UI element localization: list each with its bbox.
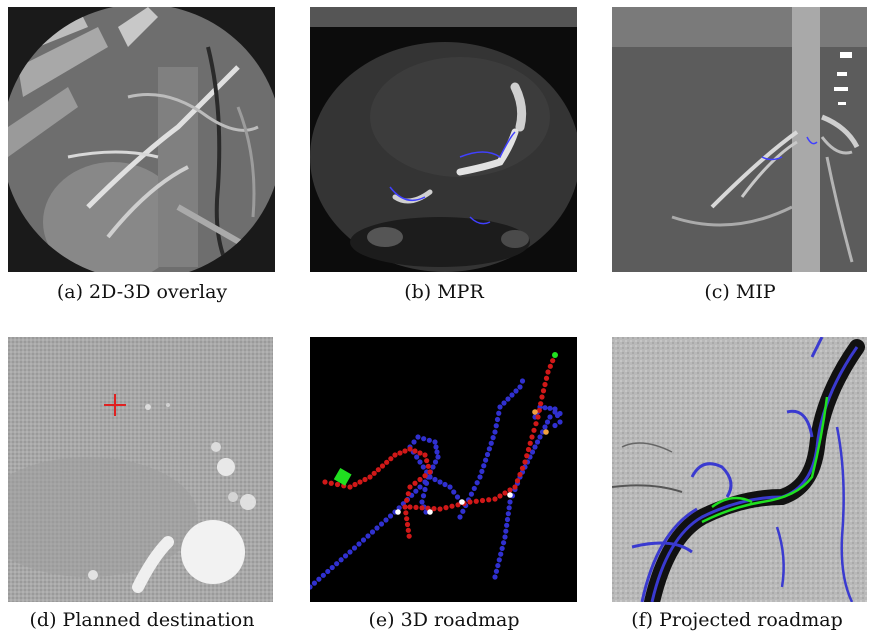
caption-panel-d: (d) Planned destination (29, 609, 255, 631)
panel-f-projected-roadmap-image (612, 337, 867, 602)
panel-d-planned-destination-image (8, 337, 273, 602)
caption-panel-c: (c) MIP (704, 281, 776, 303)
caption-panel-f: (f) Projected roadmap (631, 609, 843, 631)
caption-panel-a: (a) 2D-3D overlay (56, 281, 228, 303)
target-crosshair-icon (104, 394, 126, 416)
panel-a-2d3d-overlay-image (8, 7, 275, 272)
caption-panel-e: (e) 3D roadmap (368, 609, 520, 631)
panel-b-mpr-image (310, 7, 577, 272)
panel-c-mip-image (612, 7, 867, 272)
caption-panel-b: (b) MPR (404, 281, 484, 303)
panel-e-3d-roadmap-image (310, 337, 577, 602)
